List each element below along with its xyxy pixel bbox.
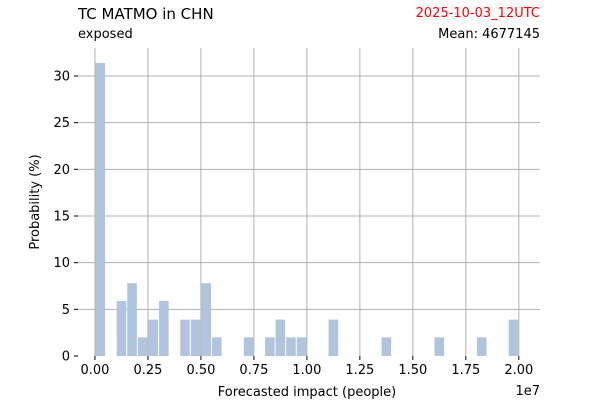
x-tick-label: 0.25 — [133, 363, 162, 378]
bar — [381, 337, 392, 356]
y-tick-label: 25 — [53, 116, 70, 131]
bar — [116, 300, 127, 356]
x-tick-label: 1.25 — [345, 363, 374, 378]
chart-title: TC MATMO in CHN — [78, 5, 214, 23]
grid-lines — [78, 48, 540, 356]
bar — [328, 319, 339, 356]
chart-subtitle: exposed — [78, 27, 133, 42]
bar — [434, 337, 445, 356]
bar — [243, 337, 254, 356]
mean-value: Mean: 4677145 — [438, 27, 540, 42]
x-axis-ticks: 0.00 0.25 0.50 0.75 1.00 1.25 1.50 1.75 2.00 — [80, 356, 533, 378]
bar — [201, 283, 212, 356]
y-tick-label: 5 — [62, 303, 70, 318]
bar — [127, 283, 137, 356]
y-tick-label: 10 — [53, 256, 70, 271]
y-tick-label: 20 — [53, 163, 70, 178]
y-axis-label: Probability (%) — [28, 154, 43, 249]
y-axis-ticks: 0 5 10 15 20 25 30 — [53, 70, 78, 365]
x-tick-label: 1.50 — [398, 363, 427, 378]
bar-series — [95, 62, 519, 356]
bar — [180, 319, 190, 356]
x-tick-label: 1.00 — [292, 363, 321, 378]
bar — [296, 337, 307, 356]
y-tick-label: 15 — [53, 210, 70, 225]
x-axis-label: Forecasted impact (people) — [218, 385, 396, 400]
bar — [212, 337, 222, 356]
y-tick-label: 30 — [53, 70, 70, 85]
bar — [286, 337, 296, 356]
x-axis-scale-label: 1e7 — [515, 384, 540, 399]
forecast-date: 2025-10-03_12UTC — [415, 6, 540, 21]
x-tick-label: 0.50 — [186, 363, 215, 378]
bar — [508, 319, 519, 356]
bar — [95, 62, 106, 356]
bar — [148, 319, 159, 356]
bar — [476, 337, 487, 356]
x-tick-label: 1.75 — [451, 363, 480, 378]
bar — [137, 337, 148, 356]
bar — [275, 319, 286, 356]
bar — [190, 319, 201, 356]
x-tick-label: 0.00 — [80, 363, 109, 378]
y-tick-label: 0 — [62, 350, 70, 365]
bar — [264, 337, 275, 356]
x-tick-label: 2.00 — [504, 363, 533, 378]
bar — [159, 300, 169, 356]
x-tick-label: 0.75 — [239, 363, 268, 378]
